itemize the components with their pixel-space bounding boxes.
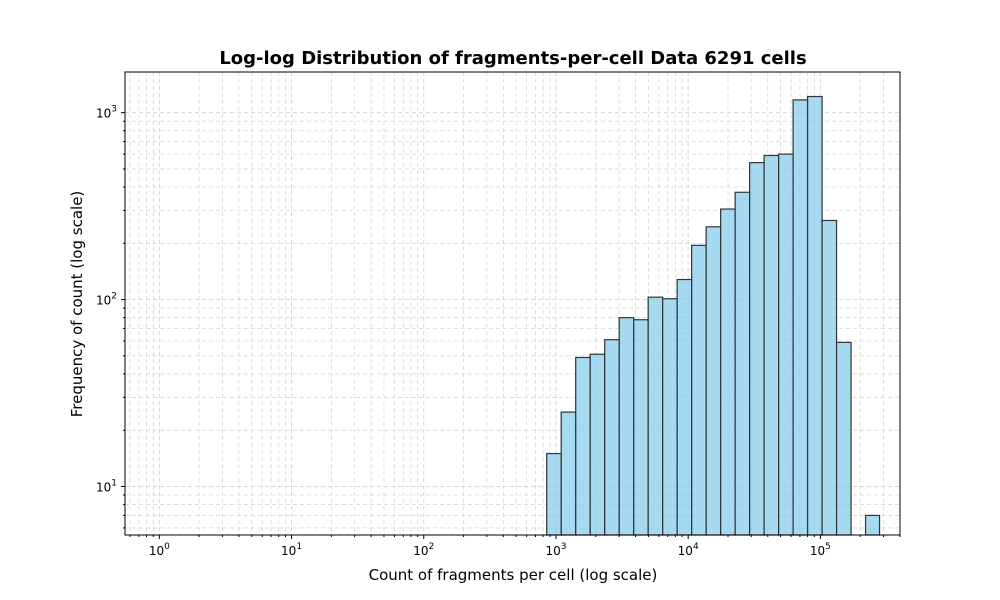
histogram-bar: [575, 356, 591, 536]
histogram-bars: [546, 95, 881, 536]
histogram-bar: [662, 298, 678, 536]
y-tick-label: 102: [96, 292, 117, 308]
plot-frame: [124, 71, 901, 536]
x-tick-label: 100: [149, 542, 170, 558]
histogram-bar: [546, 452, 562, 536]
histogram-bar: [705, 226, 722, 536]
histogram-bar: [720, 208, 736, 536]
histogram-bar: [749, 162, 765, 536]
y-axis-label: Frequency of count (log scale): [68, 191, 86, 418]
histogram-bar: [647, 296, 664, 536]
histogram-bar: [792, 99, 809, 536]
histogram-bar: [560, 411, 577, 536]
x-tick-label: 103: [545, 542, 566, 558]
histogram-bar: [806, 95, 823, 536]
histogram-bar: [864, 514, 881, 536]
histogram-bar: [618, 317, 635, 536]
x-axis-label: Count of fragments per cell (log scale): [369, 566, 658, 584]
histogram-bar: [835, 341, 852, 536]
x-tick-label: 104: [678, 542, 699, 558]
x-tick-label: 101: [281, 542, 302, 558]
histogram-bar: [821, 219, 838, 536]
histogram-bar: [676, 278, 693, 536]
histogram-bar: [691, 244, 707, 536]
histogram-bar: [763, 154, 780, 536]
y-tick-label: 103: [96, 105, 117, 121]
histogram-bar: [604, 339, 620, 536]
chart-title: Log-log Distribution of fragments-per-ce…: [219, 48, 806, 69]
x-tick-label: 102: [413, 542, 434, 558]
histogram-bar: [633, 319, 649, 536]
axis-ticks: 100 101 102 103 104 105 101 102 103: [96, 105, 901, 558]
histogram-bar: [589, 353, 606, 536]
y-tick-label: 101: [96, 478, 117, 494]
histogram-bar: [734, 191, 751, 536]
histogram-bar: [777, 153, 794, 536]
x-tick-label: 105: [810, 542, 831, 558]
